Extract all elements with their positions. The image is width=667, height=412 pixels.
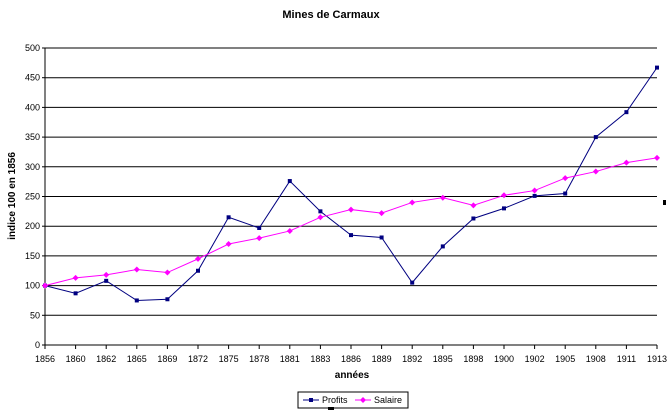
x-tick-label: 1865 — [127, 354, 147, 364]
x-tick-label: 1875 — [219, 354, 239, 364]
data-point-profits — [410, 280, 415, 285]
data-point-profits — [226, 215, 231, 220]
data-point-profits — [104, 278, 109, 283]
axes — [42, 47, 658, 349]
data-point-salaire — [654, 154, 660, 161]
y-tick-label: 500 — [25, 43, 40, 53]
x-tick-label: 1856 — [35, 354, 55, 364]
legend: Profits Salaire — [297, 391, 409, 409]
legend-marker-salaire — [360, 397, 366, 403]
data-point-salaire — [501, 192, 507, 199]
x-tick-label: 1895 — [433, 354, 453, 364]
x-tick-label: 1872 — [188, 354, 208, 364]
x-tick-label: 1902 — [525, 354, 545, 364]
data-point-profits — [440, 244, 445, 249]
data-point-salaire — [470, 202, 477, 209]
y-tick-label: 50 — [30, 310, 40, 320]
data-point-profits — [287, 179, 292, 184]
data-point-salaire — [439, 194, 446, 201]
x-tick-label: 1913 — [647, 354, 667, 364]
data-point-salaire — [317, 214, 324, 221]
y-tick-label: 100 — [25, 281, 40, 291]
x-tick-label: 1883 — [310, 354, 330, 364]
data-point-salaire — [562, 175, 569, 182]
x-tick-label: 1860 — [66, 354, 86, 364]
y-tick-label: 200 — [25, 221, 40, 231]
data-point-profits — [471, 216, 476, 221]
data-point-profits — [563, 191, 568, 196]
data-point-profits — [318, 209, 323, 214]
data-point-salaire — [133, 266, 140, 273]
data-point-salaire — [256, 235, 263, 242]
y-tick-label: 300 — [25, 162, 40, 172]
data-point-profits — [379, 235, 384, 240]
series-group — [42, 65, 660, 303]
series-line-profits — [44, 67, 658, 301]
edge-mark — [328, 407, 334, 410]
data-point-salaire — [531, 187, 538, 194]
data-point-salaire — [42, 282, 48, 289]
legend-label-profits: Profits — [322, 395, 348, 405]
data-point-salaire — [348, 206, 354, 213]
x-tick-label: 1862 — [96, 354, 116, 364]
data-point-profits — [73, 291, 78, 296]
y-tick-label: 350 — [25, 132, 40, 142]
data-point-salaire — [623, 159, 630, 166]
edge-mark — [663, 200, 666, 205]
data-point-salaire — [378, 210, 385, 217]
x-tick-label: 1900 — [494, 354, 514, 364]
x-tick-labels: 1856 1860 1862 1865 1869 1872 1875 1878 1881 1883… — [35, 354, 667, 364]
data-point-salaire — [225, 241, 232, 248]
data-point-profits — [593, 135, 598, 140]
y-axis-label: indice 100 en 1856 — [7, 152, 18, 240]
x-tick-label: 1881 — [280, 354, 300, 364]
x-tick-label: 1911 — [617, 354, 636, 364]
legend-box — [297, 391, 409, 409]
y-tick-label: 450 — [25, 73, 40, 83]
legend-label-salaire: Salaire — [374, 395, 402, 405]
x-tick-label: 1878 — [249, 354, 269, 364]
data-point-profits — [257, 225, 262, 230]
data-point-profits — [624, 110, 629, 115]
data-point-profits — [502, 206, 506, 211]
data-point-salaire — [103, 271, 110, 278]
legend-marker-profits — [309, 398, 313, 402]
y-tick-label: 0 — [35, 340, 40, 350]
x-tick-label: 1892 — [402, 354, 422, 364]
data-point-profits — [165, 297, 170, 302]
data-point-profits — [134, 298, 139, 303]
data-point-salaire — [409, 199, 416, 206]
data-point-profits — [349, 233, 353, 238]
chart-title: Mines de Carmaux — [282, 9, 380, 21]
data-point-salaire — [164, 269, 171, 276]
data-point-salaire — [72, 274, 79, 281]
x-tick-label: 1908 — [586, 354, 606, 364]
data-point-profits — [196, 268, 200, 273]
data-point-salaire — [286, 227, 293, 234]
data-point-profits — [655, 65, 659, 70]
data-point-salaire — [195, 255, 201, 262]
data-point-salaire — [592, 168, 599, 175]
y-tick-label: 250 — [25, 192, 40, 202]
x-tick-label: 1898 — [463, 354, 483, 364]
data-point-profits — [532, 193, 537, 198]
x-axis-label: années — [335, 370, 370, 381]
x-tick-label: 1869 — [157, 354, 177, 364]
x-tick-label: 1889 — [372, 354, 392, 364]
y-tick-label: 400 — [25, 102, 40, 112]
y-tick-label: 150 — [25, 251, 40, 261]
grid-lines — [45, 47, 657, 316]
x-tick-label: 1905 — [555, 354, 575, 364]
y-tick-labels: 0 50 100 150 200 250 300 350 400 450 500 — [25, 43, 40, 350]
x-tick-label: 1886 — [341, 354, 361, 364]
